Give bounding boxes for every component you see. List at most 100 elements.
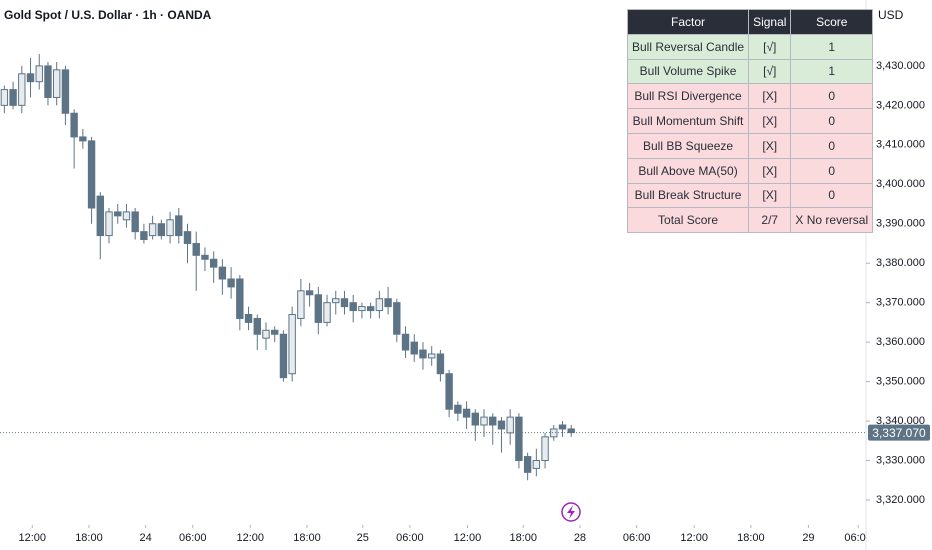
candle-body — [532, 460, 541, 469]
event-icon[interactable] — [561, 502, 581, 522]
candle-body — [0, 89, 9, 106]
candle-body — [209, 258, 218, 268]
candle-body — [558, 424, 567, 430]
currency: USD — [878, 8, 904, 22]
y-tick-label: 3,360.000 — [876, 336, 925, 348]
table-cell: Bull RSI Divergence — [626, 83, 750, 110]
table-cell: 0 — [790, 83, 874, 110]
candle-body — [445, 373, 453, 410]
candle-body — [454, 404, 462, 414]
table-row: Total Score 2/7 X No reversal — [626, 207, 874, 234]
header-cell: Signal — [748, 9, 792, 35]
candle-body — [271, 329, 279, 335]
y-tick-label: 3,430.000 — [876, 60, 925, 72]
y-tick-label: 3,320.000 — [876, 494, 925, 506]
x-tick-label: 29 — [802, 532, 814, 544]
candle-body — [236, 278, 244, 319]
table-row: Bull Reversal Candle [√] 1 — [626, 33, 874, 60]
candle-body — [550, 428, 558, 438]
table-row: Bull Volume Spike [√] 1 — [626, 58, 874, 85]
table-cell: [X] — [748, 182, 792, 209]
candle-body — [366, 306, 375, 312]
candle-body — [462, 408, 471, 418]
candle-body — [471, 412, 479, 426]
table-cell: Bull Break Structure — [626, 182, 750, 209]
candle-body — [541, 436, 549, 462]
x-tick-label: 25 — [357, 532, 369, 544]
candle-body — [279, 333, 288, 379]
table-row: Bull RSI Divergence [X] 0 — [626, 83, 874, 110]
table-cell: Bull Volume Spike — [626, 58, 750, 85]
table-cell: Total Score — [626, 207, 750, 234]
candle-body — [44, 65, 52, 98]
candle-body — [35, 65, 43, 83]
candle-body — [79, 136, 87, 142]
candle-body — [410, 341, 418, 355]
table-row: Bull Above MA(50) [X] 0 — [626, 157, 874, 184]
table-cell: [√] — [748, 33, 792, 60]
candle-body — [288, 314, 296, 375]
candle-body — [297, 290, 305, 319]
score-table: Factor Signal Score Bull Reversal Candle [√]… — [626, 9, 874, 234]
y-tick-label: 3,380.000 — [876, 257, 925, 269]
candle-body — [393, 302, 401, 335]
candle-body — [375, 298, 384, 312]
x-tick-label: 06:00 — [623, 532, 651, 544]
y-tick-label: 3,340.000 — [876, 415, 925, 427]
candle-body — [314, 294, 323, 323]
table-cell: 1 — [790, 33, 874, 60]
candle-body — [183, 231, 192, 244]
candle-body — [26, 73, 35, 83]
x-tick-label: 12:00 — [19, 532, 47, 544]
candle-body — [244, 314, 253, 323]
x-axis: 12:00 18:00 24 06:00 12:00 18:00 25 06:00 12:00 1… — [19, 525, 872, 544]
candle-body — [192, 242, 200, 256]
candle-body — [253, 317, 261, 335]
candle-body — [122, 211, 131, 221]
candle-body — [9, 89, 17, 106]
table-cell: [X] — [748, 157, 792, 184]
table-cell: 0 — [790, 108, 874, 134]
candle-body — [436, 353, 445, 375]
candle-body — [201, 254, 209, 260]
x-tick-label: 12:00 — [680, 532, 708, 544]
x-tick-label: 12:00 — [454, 532, 482, 544]
x-tick-label: 18:00 — [75, 532, 103, 544]
y-tick-label: 3,410.000 — [876, 139, 925, 151]
table-cell: [X] — [748, 108, 792, 134]
last-price-label: 3,337.070 — [872, 426, 926, 440]
candle-body — [497, 420, 506, 430]
table-cell: Bull Momentum Shift — [626, 108, 750, 134]
table-row: Bull Break Structure [X] 0 — [626, 182, 874, 209]
candle-body — [401, 333, 410, 351]
x-tick-label: 28 — [574, 532, 586, 544]
candle-body — [489, 416, 497, 426]
y-tick-label: 3,420.000 — [876, 99, 925, 111]
table-cell: Bull Reversal Candle — [626, 33, 750, 60]
x-tick-label: 06:00 — [844, 532, 872, 544]
candle-body — [332, 298, 340, 304]
lightning — [567, 505, 575, 519]
x-tick-label: 18:00 — [509, 532, 537, 544]
y-tick-label: 3,370.000 — [876, 297, 925, 309]
candle-body — [87, 140, 96, 209]
table-cell: [√] — [748, 58, 792, 85]
x-tick-label: 06:00 — [396, 532, 424, 544]
y-tick-label: 3,330.000 — [876, 454, 925, 466]
candle-body — [567, 428, 575, 434]
y-tick-label: 3,350.000 — [876, 376, 925, 388]
y-tick-label: 3,390.000 — [876, 218, 925, 230]
candle-body — [427, 353, 436, 359]
table-cell: 2/7 — [748, 207, 792, 234]
y-tick-label: 3,400.000 — [876, 178, 925, 190]
candle-body — [70, 112, 78, 138]
table-cell: [X] — [748, 132, 792, 159]
table-cell: [X] — [748, 83, 792, 110]
table-cell: Bull Above MA(50) — [626, 157, 750, 184]
header-cell: Score — [790, 9, 874, 35]
candle-body — [262, 329, 270, 339]
candle-body — [148, 223, 157, 237]
candle-body — [305, 290, 314, 296]
table-cell: 0 — [790, 182, 874, 209]
candle-body — [419, 349, 427, 359]
